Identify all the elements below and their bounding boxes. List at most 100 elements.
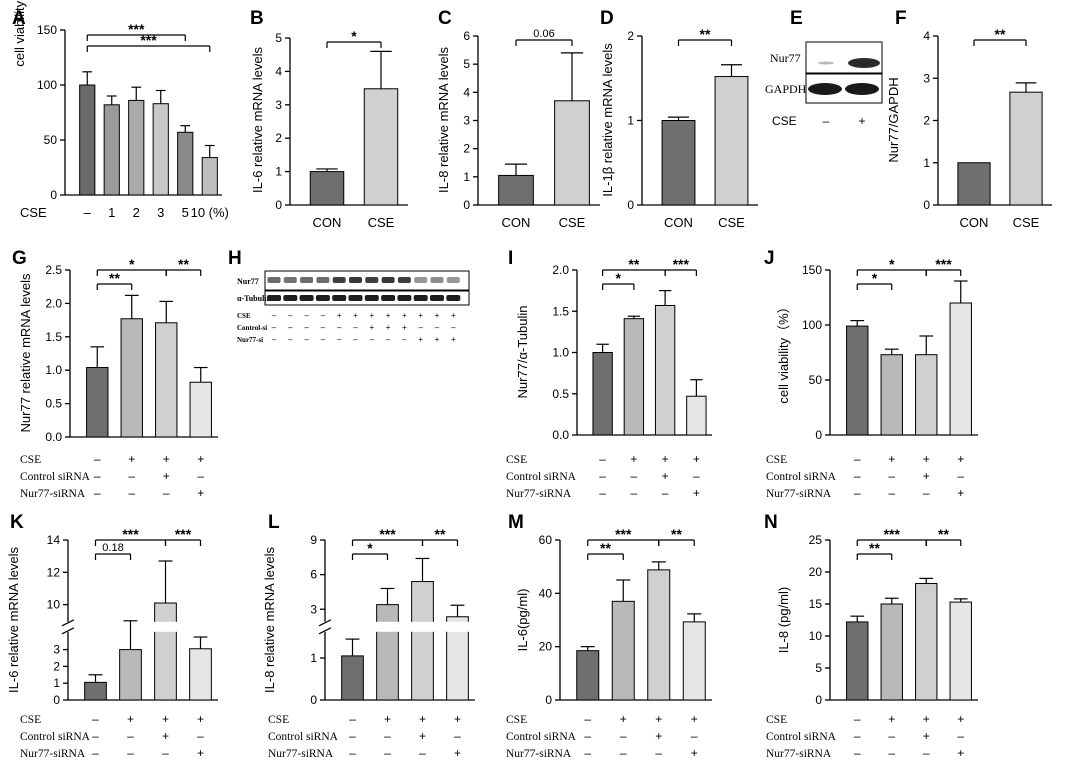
blot-band-tubulin-H	[430, 295, 444, 301]
treatment-mark-I: –	[662, 486, 669, 500]
y-axis-label-D: IL-1β relative mRNA levels	[600, 43, 615, 197]
treatment-mark-J: –	[854, 486, 861, 500]
chart-B: 0 1 2 3 4 5 IL-6 relative mRNA levels CON CSE *	[250, 28, 408, 230]
bar-C-1	[498, 174, 534, 206]
bar-N-2	[880, 603, 903, 701]
y-tick-label-K: 3	[53, 643, 60, 657]
y-tick-label-K: 10	[47, 598, 61, 612]
treatment-mark-M: –	[584, 746, 591, 760]
treatment-mark-I: –	[599, 486, 606, 500]
sig-label-I: **	[628, 256, 639, 272]
treatment-mark-J: –	[923, 486, 930, 500]
sig-label-K: 0.18	[102, 542, 123, 554]
treatment-mark-J: –	[888, 469, 895, 483]
blot-label-gapdh-E: GAPDH	[765, 82, 807, 96]
treatment-mark-K: –	[127, 729, 134, 743]
treatment-mark-I: +	[662, 452, 669, 466]
y-tick-label-B: 1	[275, 165, 282, 179]
treatment-mark-K: –	[127, 746, 134, 760]
treatment-label-I: CSE	[506, 454, 527, 466]
treatment-mark-L: –	[349, 712, 356, 726]
treatment-label-K: CSE	[20, 714, 41, 726]
axis-break-mark-K	[61, 619, 75, 627]
bar-M-3	[647, 569, 671, 701]
blot-mark-E: +	[858, 114, 865, 128]
blot-band-tubulin-H	[348, 295, 363, 301]
bar-F-1	[957, 162, 991, 206]
y-tick-label-A: 100	[37, 78, 57, 92]
y-tick-label-F: 0	[923, 198, 930, 212]
treatment-mark-G: +	[197, 452, 204, 466]
treatment-mark-N: +	[957, 712, 964, 726]
sig-label-L: **	[435, 526, 446, 542]
y-tick-label-L: 3	[310, 602, 317, 616]
treatment-mark-N: –	[923, 746, 930, 760]
treatment-label-J: Control siRNA	[766, 471, 837, 483]
blot-row-mark-H: –	[288, 335, 293, 344]
treatment-mark-L: +	[454, 746, 461, 760]
x-tick-label-A: 5	[182, 205, 189, 220]
bar-G-4	[189, 381, 212, 438]
bar-N-1	[846, 621, 869, 701]
blot-row-mark-H: +	[435, 335, 440, 344]
bar-A-1	[79, 84, 96, 196]
treatment-mark-K: +	[162, 729, 169, 743]
chart-G: 0.0 0.5 1.0 1.5 2.0 2.5 Nur77 relative mRNA le…	[18, 256, 218, 500]
panel-letter-K: K	[10, 512, 24, 533]
panel-letter-M: M	[508, 512, 524, 533]
treatment-label-M: Nur77-siRNA	[506, 748, 572, 760]
bar-K-1	[84, 681, 107, 701]
treatment-label-M: Control siRNA	[506, 731, 577, 743]
blot-label-tubulin-H: α-Tubulin	[237, 294, 272, 303]
blot-row-mark-H: –	[304, 311, 309, 320]
blot-band-tubulin-H	[446, 295, 461, 301]
blot-cse-label-E: CSE	[772, 114, 797, 128]
treatment-label-K: Control siRNA	[20, 731, 91, 743]
treatment-mark-N: –	[854, 729, 861, 743]
treatment-label-G: Nur77-siRNA	[20, 488, 86, 500]
sig-label-N: ***	[884, 526, 901, 542]
y-tick-label-C: 1	[463, 170, 470, 184]
y-tick-label-K: 1	[53, 676, 60, 690]
treatment-label-G: CSE	[20, 454, 41, 466]
treatment-mark-K: –	[92, 729, 99, 743]
sig-label-L: *	[367, 540, 373, 556]
panel-letter-G: G	[12, 248, 27, 269]
sig-label-B: *	[351, 28, 357, 44]
chart-D: 0 1 2 IL-1β relative mRNA levels CON CSE **	[600, 26, 758, 230]
blot-band-nur77-H	[283, 277, 297, 283]
axis-break-mark-K	[61, 627, 75, 635]
treatment-mark-G: +	[128, 452, 135, 466]
treatment-label-G: Control siRNA	[20, 471, 91, 483]
y-tick-label-I: 1.5	[552, 304, 569, 318]
y-tick-label-C: 2	[463, 142, 470, 156]
treatment-mark-G: +	[163, 452, 170, 466]
x-tick-label-A: 10 (%)	[191, 205, 229, 220]
blot-band-tubulin-H	[283, 295, 298, 301]
blot-band-tubulin-H	[299, 295, 314, 301]
treatment-label-I: Control siRNA	[506, 471, 577, 483]
y-tick-label-B: 0	[275, 198, 282, 212]
treatment-mark-M: +	[691, 746, 698, 760]
bar-I-4	[686, 395, 707, 436]
blot-row-mark-H: –	[402, 335, 407, 344]
y-tick-label-J: 100	[802, 318, 822, 332]
y-tick-label-C: 5	[463, 57, 470, 71]
treatment-mark-M: –	[620, 746, 627, 760]
y-tick-label-D: 1	[627, 114, 634, 128]
y-tick-label-K: 0	[53, 693, 60, 707]
blot-band-nur77-H	[349, 277, 362, 283]
treatment-mark-M: –	[620, 729, 627, 743]
blot-row-mark-H: –	[451, 323, 456, 332]
treatment-mark-J: +	[957, 452, 964, 466]
x-tick-label-C: CON	[502, 215, 531, 230]
y-tick-label-K: 12	[47, 565, 61, 579]
sig-label-A: ***	[128, 21, 145, 37]
treatment-label-N: Nur77-siRNA	[766, 748, 832, 760]
treatment-mark-M: –	[655, 746, 662, 760]
treatment-mark-G: +	[197, 486, 204, 500]
